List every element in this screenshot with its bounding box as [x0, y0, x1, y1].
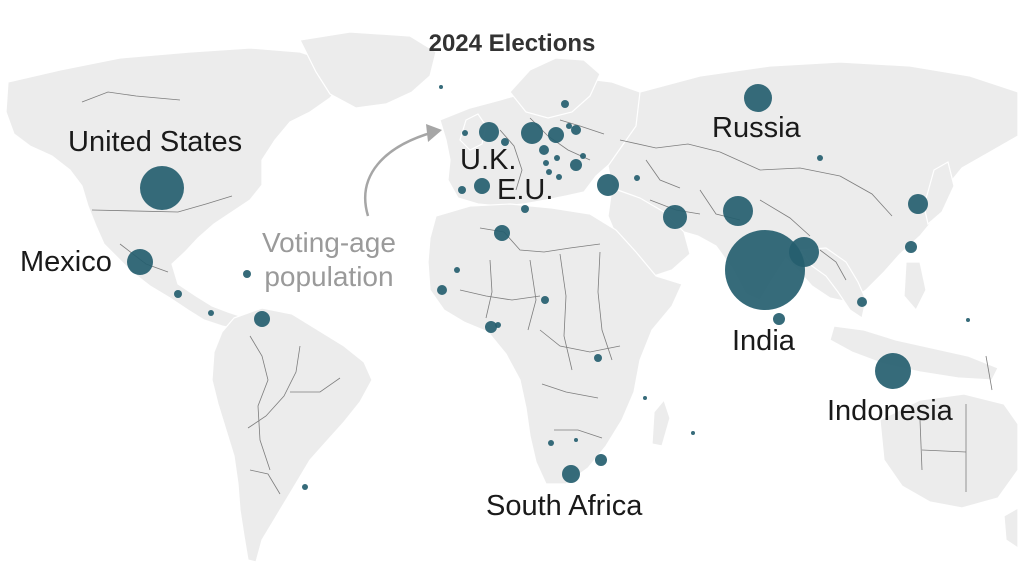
bubble-turkey: [597, 174, 619, 196]
bubble-eu-9: [556, 174, 562, 180]
bubble-taiwan: [905, 241, 917, 253]
map-title: 2024 Elections: [428, 30, 596, 57]
bubble-romania: [570, 159, 582, 171]
bubble-senegal: [437, 285, 447, 295]
bubble-georgia: [634, 175, 640, 181]
label-eu: E.U.: [497, 174, 554, 206]
bubble-mongolia: [817, 155, 823, 161]
bubble-sri-lanka: [773, 313, 785, 325]
bubble-malaysia: [857, 297, 867, 307]
bubble-eu-1: [479, 122, 499, 142]
landmass-scandinavia: [509, 57, 601, 119]
legend-arrow-curve: [364, 130, 435, 217]
bubble-russia: [744, 84, 772, 112]
bubble-comoros: [643, 396, 647, 400]
bubble-united-states: [140, 166, 184, 210]
label-south-africa: South Africa: [486, 490, 643, 522]
bubble-mauritius: [691, 431, 695, 435]
bubble-lithuania: [566, 123, 572, 129]
bubble-venezuela: [254, 311, 270, 327]
landmass-new-zealand: [1003, 506, 1019, 550]
legend-arrow: [364, 124, 442, 217]
bubble-chad: [541, 296, 549, 304]
bubble-dominican-republic: [243, 270, 251, 278]
label-russia: Russia: [712, 112, 801, 144]
bubble-el-salvador: [174, 290, 182, 298]
bubble-portugal: [458, 186, 466, 194]
bubble-tunisia: [521, 205, 529, 213]
bubble-uk: [462, 130, 468, 136]
bubble-south-africa: [562, 465, 580, 483]
bubble-palau: [966, 318, 970, 322]
bubble-mozambique: [595, 454, 607, 466]
bubble-eu-4: [501, 138, 509, 146]
bubble-moldova: [580, 153, 586, 159]
bubble-eu-6: [543, 160, 549, 166]
bubble-algeria: [494, 225, 510, 241]
bubble-eu-3: [548, 127, 564, 143]
bubble-bangladesh: [789, 237, 819, 267]
bubble-south-korea: [908, 194, 928, 214]
bubble-rwanda: [594, 354, 602, 362]
bubble-botswana: [574, 438, 578, 442]
bubble-ghana: [485, 321, 497, 333]
label-uk: U.K.: [460, 144, 517, 176]
bubble-mauritania: [454, 267, 460, 273]
bubble-iceland: [439, 85, 443, 89]
landmass-indonesia: [829, 325, 999, 381]
landmass-greenland: [299, 31, 437, 109]
population-bubbles: [127, 84, 970, 490]
landmass-philippines: [903, 261, 927, 312]
bubble-panama: [208, 310, 214, 316]
bubble-eu-2: [521, 122, 543, 144]
bubble-india: [725, 230, 805, 310]
bubble-uruguay: [302, 484, 308, 490]
landmass-madagascar: [651, 398, 671, 447]
landmass-uk: [459, 113, 487, 151]
bubble-pakistan: [723, 196, 753, 226]
bubble-eu-spain: [474, 178, 490, 194]
bubble-eu-5: [539, 145, 549, 155]
landmasses: [5, 31, 1019, 563]
bubble-indonesia: [875, 353, 911, 389]
legend-label-line1: Voting-age: [262, 227, 396, 258]
bubble-iran: [663, 205, 687, 229]
legend-arrow-head: [426, 124, 442, 142]
bubble-finland: [561, 100, 569, 108]
label-united-states: United States: [68, 126, 243, 158]
bubble-mexico: [127, 249, 153, 275]
legend-label: Voting-age population: [262, 226, 396, 294]
bubble-eu-8: [546, 169, 552, 175]
label-indonesia: Indonesia: [827, 395, 953, 427]
label-india: India: [732, 325, 795, 357]
label-mexico: Mexico: [20, 246, 112, 278]
bubble-eu-7: [554, 155, 560, 161]
landmass-south-america: [211, 307, 373, 563]
bubble-togo: [495, 322, 501, 328]
legend-label-line2: population: [264, 261, 394, 292]
bubble-belarus: [571, 125, 581, 135]
landmass-se-asia: [798, 247, 867, 319]
bubble-namibia: [548, 440, 554, 446]
